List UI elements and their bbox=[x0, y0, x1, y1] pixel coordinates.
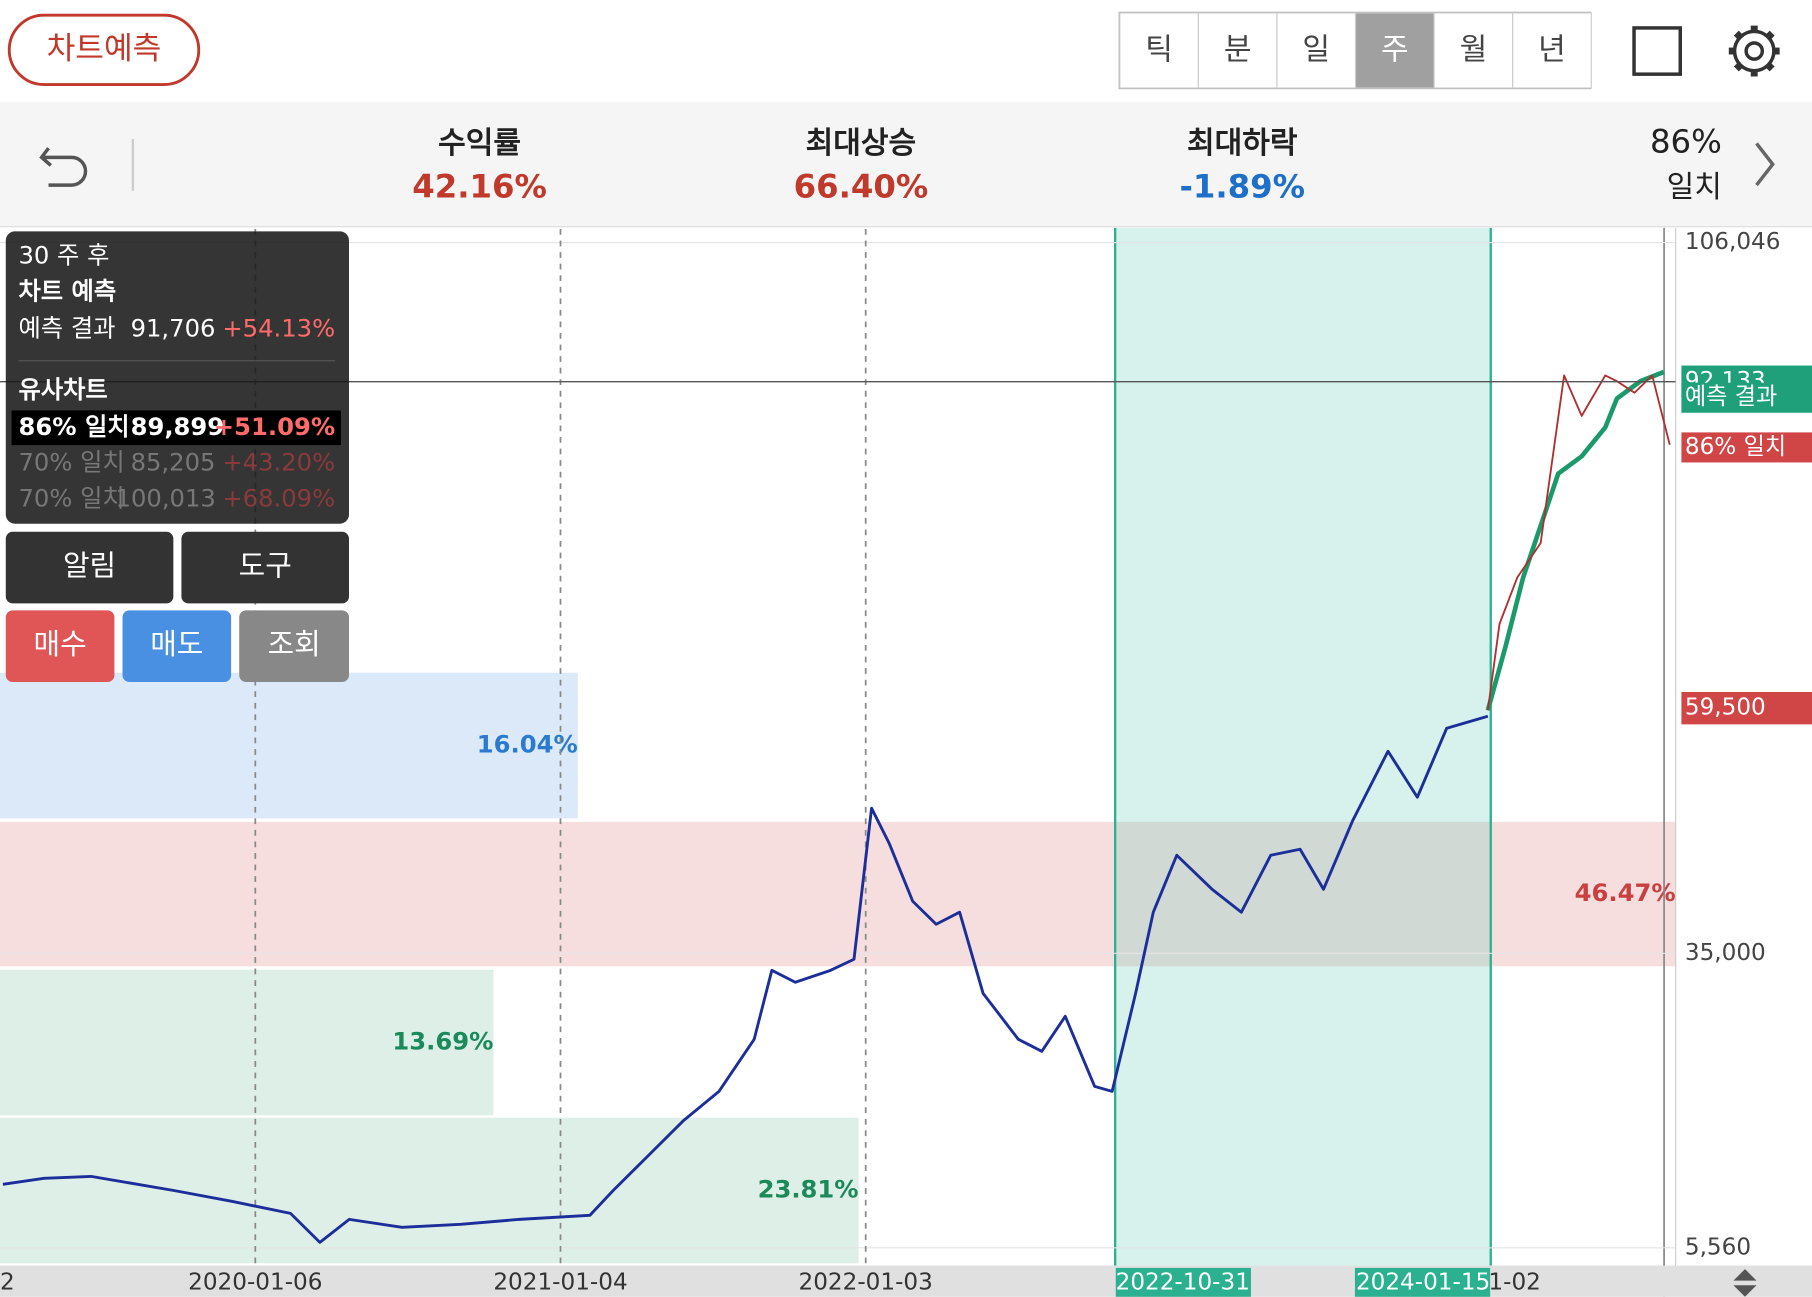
price-tag-label: 59,500 bbox=[1685, 695, 1766, 721]
x-tick-label: 2024-01-15 bbox=[1356, 1269, 1490, 1295]
series-tag-label: 예측 결과 bbox=[1685, 384, 1777, 410]
x-tick-highlight bbox=[1354, 1267, 1491, 1297]
range-zone bbox=[0, 821, 1676, 967]
price-tag bbox=[1681, 692, 1812, 725]
similar-pct: +43.20% bbox=[222, 448, 335, 477]
gear-teeth bbox=[1728, 25, 1780, 77]
tooltip-title: 차트 예측 bbox=[18, 277, 116, 306]
stat-label: 수익률 bbox=[438, 126, 521, 161]
back-icon[interactable] bbox=[39, 147, 88, 187]
zone-label: 46.47% bbox=[1575, 878, 1676, 907]
period-label: 일 bbox=[1302, 33, 1330, 68]
action-button[interactable] bbox=[5, 610, 115, 683]
similar-pct: +51.09% bbox=[214, 412, 335, 441]
x-tick-highlight bbox=[1115, 1267, 1251, 1297]
action-button[interactable] bbox=[5, 531, 174, 604]
stat-label: 최대하락 bbox=[1187, 126, 1298, 161]
period-tab[interactable] bbox=[1433, 12, 1514, 89]
period-tab[interactable] bbox=[1354, 12, 1435, 89]
x-edge-label: 2 bbox=[0, 1269, 15, 1295]
similar-label: 70% 일치 bbox=[18, 483, 124, 512]
match-label: 일치 bbox=[1667, 170, 1722, 205]
gear-hub bbox=[1744, 41, 1765, 61]
similar-label: 86% 일치 bbox=[18, 412, 129, 441]
x-tick-label: 2020-01-06 bbox=[188, 1269, 322, 1295]
stat-value: 66.40% bbox=[794, 168, 929, 206]
period-label: 주 bbox=[1381, 33, 1409, 68]
action-button-label: 도구 bbox=[239, 549, 292, 583]
similar-value: 100,013 bbox=[116, 483, 216, 512]
row-highlight bbox=[11, 410, 341, 446]
stat-label: 최대상승 bbox=[806, 126, 917, 161]
period-label: 분 bbox=[1224, 33, 1252, 68]
match-value: 86% bbox=[1650, 122, 1722, 160]
stat-value: -1.89% bbox=[1179, 168, 1305, 206]
zone-label: 13.69% bbox=[392, 1027, 493, 1056]
selection-band bbox=[1115, 227, 1491, 1266]
resize-icon[interactable] bbox=[1733, 1269, 1757, 1297]
action-button-label: 매도 bbox=[150, 627, 203, 661]
action-button-label: 알림 bbox=[63, 549, 116, 583]
predict-button[interactable] bbox=[7, 13, 201, 87]
series-tag bbox=[1681, 432, 1812, 463]
settings-icon[interactable] bbox=[1728, 25, 1780, 77]
x-tick-label: 2021-01-04 bbox=[493, 1269, 627, 1295]
action-button[interactable] bbox=[181, 531, 349, 604]
series-tag-label: 86% 일치 bbox=[1685, 434, 1786, 460]
layout-icon[interactable] bbox=[1632, 26, 1682, 76]
zone-label: 16.04% bbox=[477, 730, 578, 759]
next-icon[interactable] bbox=[1755, 142, 1775, 187]
tooltip-period: 30 주 후 bbox=[18, 241, 109, 270]
result-label: 예측 결과 bbox=[18, 314, 115, 343]
stats-bar bbox=[0, 101, 1812, 227]
similar-value: 89,899 bbox=[131, 412, 225, 441]
x-tick-label: 2022-01-03 bbox=[799, 1269, 933, 1295]
y-tick-label: 106,046 bbox=[1685, 229, 1781, 255]
x-axis-bar bbox=[0, 1265, 1812, 1297]
y-tick-label: 35,000 bbox=[1685, 940, 1766, 966]
action-button-label: 조회 bbox=[268, 627, 321, 661]
similar-pct: +68.09% bbox=[222, 483, 335, 512]
similar-title: 유사차트 bbox=[18, 375, 107, 404]
period-tab[interactable] bbox=[1512, 12, 1592, 89]
tooltip-panel bbox=[5, 231, 349, 524]
action-button[interactable] bbox=[239, 610, 349, 683]
x-tick-label: 2022-10-31 bbox=[1116, 1269, 1250, 1295]
predict-button-label: 차트예측 bbox=[47, 31, 162, 67]
action-button-label: 매수 bbox=[34, 627, 87, 661]
series-line bbox=[2, 714, 1489, 1244]
period-label: 틱 bbox=[1145, 33, 1173, 68]
period-label: 월 bbox=[1460, 33, 1488, 68]
action-button[interactable] bbox=[122, 610, 232, 683]
period-label: 년 bbox=[1538, 33, 1566, 68]
y-tick-label: 5,560 bbox=[1685, 1234, 1751, 1260]
similar-label: 70% 일치 bbox=[18, 448, 124, 477]
period-tab[interactable] bbox=[1276, 12, 1357, 89]
range-zone bbox=[0, 969, 494, 1116]
range-zone bbox=[0, 1117, 859, 1264]
result-value: 91,706 bbox=[131, 314, 216, 343]
stat-value: 42.16% bbox=[412, 168, 547, 206]
series-tag bbox=[1681, 382, 1812, 413]
similar-value: 85,205 bbox=[131, 448, 216, 477]
result-pct: +54.13% bbox=[222, 314, 335, 343]
zone-label: 23.81% bbox=[758, 1174, 859, 1203]
series-line bbox=[1486, 374, 1671, 711]
range-zone bbox=[0, 672, 578, 819]
x-edge-label: 1-02 bbox=[1488, 1269, 1540, 1295]
